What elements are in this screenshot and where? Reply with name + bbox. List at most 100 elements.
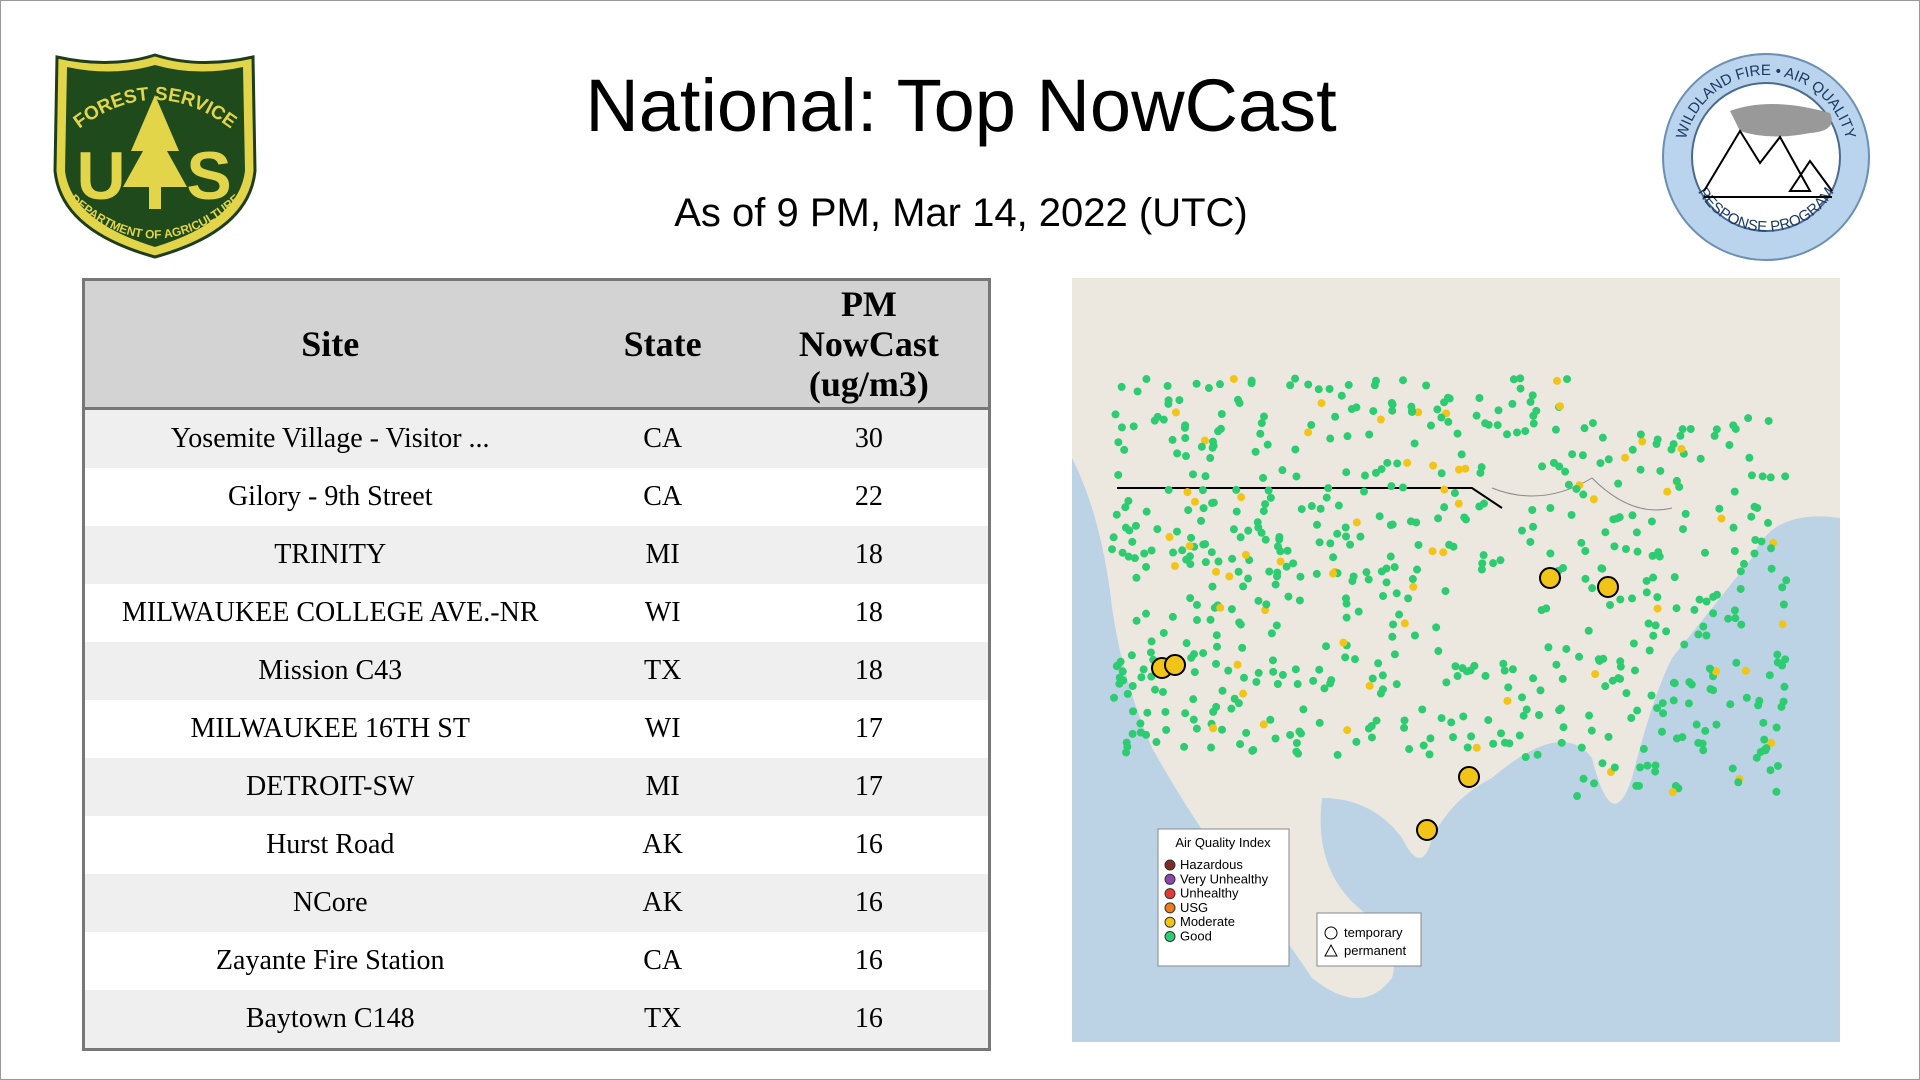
- site-dot: [1229, 374, 1238, 383]
- site-dot: [1356, 532, 1365, 541]
- site-dot: [1346, 540, 1355, 549]
- site-dot: [1657, 727, 1666, 736]
- site-dot: [1453, 672, 1462, 681]
- site-dot: [1426, 421, 1435, 430]
- site-dot: [1539, 567, 1561, 589]
- site-dot: [1651, 761, 1660, 770]
- site-dot: [1216, 603, 1225, 612]
- site-dot: [1450, 489, 1459, 498]
- site-dot: [1632, 528, 1641, 537]
- site-dot: [1728, 764, 1737, 773]
- site-dot: [1263, 440, 1272, 449]
- site-dot: [1414, 540, 1423, 549]
- site-dot: [1214, 427, 1223, 436]
- table-cell: MILWAUKEE COLLEGE AVE.-NR: [121, 597, 539, 628]
- site-dot: [1392, 680, 1401, 689]
- table-cell: CA: [643, 945, 683, 976]
- site-dot: [1377, 567, 1386, 576]
- site-dot: [1587, 726, 1596, 735]
- site-dot: [1437, 469, 1446, 478]
- table-cell: CA: [575, 408, 750, 468]
- site-dot: [1755, 696, 1764, 705]
- site-dot: [1508, 665, 1517, 674]
- site-dot: [1136, 719, 1145, 728]
- site-dot: [1478, 559, 1487, 568]
- site-dot: [1164, 396, 1173, 405]
- site-dot: [1164, 485, 1173, 494]
- site-dot: [1110, 693, 1119, 702]
- site-dot: [1409, 582, 1418, 591]
- site-dot: [1253, 518, 1262, 527]
- site-dot: [1772, 723, 1781, 732]
- site-dot: [1553, 376, 1562, 385]
- table-cell: WI: [644, 597, 681, 628]
- site-dot: [1275, 535, 1284, 544]
- site-dot: [1181, 421, 1190, 430]
- site-dot: [1477, 565, 1486, 574]
- site-dot: [1561, 467, 1570, 476]
- site-dot: [1292, 747, 1301, 756]
- site-dot: [1273, 568, 1282, 577]
- site-dot: [1342, 613, 1351, 622]
- site-dot: [1350, 655, 1359, 664]
- site-dot: [1513, 428, 1522, 437]
- site-dot: [1778, 620, 1787, 629]
- site-dot: [1393, 459, 1402, 468]
- site-dot: [1741, 666, 1750, 675]
- site-dot: [1780, 682, 1789, 691]
- site-dot: [1752, 753, 1761, 762]
- table-row: MILWAUKEE 16TH ST WI 17: [84, 700, 990, 758]
- site-dot: [1283, 546, 1292, 555]
- site-dot: [1633, 706, 1642, 715]
- site-dot: [1367, 733, 1376, 742]
- site-dot: [1291, 665, 1300, 674]
- site-dot: [1781, 472, 1790, 481]
- site-dot: [1162, 725, 1171, 734]
- site-dot: [1234, 699, 1243, 708]
- site-dot: [1399, 376, 1408, 385]
- site-dot: [1150, 416, 1159, 425]
- site-dot: [1629, 639, 1638, 648]
- site-dot: [1327, 676, 1336, 685]
- site-dot: [1633, 547, 1642, 556]
- site-dot: [1653, 593, 1662, 602]
- table-row: NCore AK 16: [83, 874, 990, 932]
- site-dot: [1672, 604, 1681, 613]
- site-dot: [1137, 673, 1146, 682]
- site-dot: [1259, 412, 1268, 421]
- site-dot: [1559, 723, 1568, 732]
- site-dot: [1467, 732, 1476, 741]
- site-dot: [1757, 537, 1766, 546]
- site-dot: [1139, 665, 1148, 674]
- site-dot: [1440, 503, 1449, 512]
- site-dot: [1370, 381, 1379, 390]
- site-dot: [1206, 454, 1215, 463]
- site-dot: [1711, 667, 1720, 676]
- site-dot: [1398, 483, 1407, 492]
- site-dot: [1551, 425, 1560, 434]
- site-dot: [1379, 591, 1388, 600]
- site-dot: [1538, 462, 1547, 471]
- site-dot: [1198, 486, 1207, 495]
- site-dot: [1128, 729, 1137, 738]
- site-dot: [1192, 724, 1201, 733]
- site-dot: [1518, 526, 1527, 535]
- site-dot: [1588, 419, 1597, 428]
- site-dot: [1645, 646, 1654, 655]
- site-dot: [1739, 559, 1748, 568]
- site-dot: [1375, 512, 1384, 521]
- site-dot: [1694, 630, 1703, 639]
- site-dot: [1387, 482, 1396, 491]
- legend-swatch: [1164, 859, 1176, 871]
- site-dot: [1731, 424, 1740, 433]
- site-dot: [1572, 484, 1581, 493]
- site-dot: [1504, 683, 1513, 692]
- site-dot: [1161, 707, 1170, 716]
- table-cell: DETROIT-SW: [83, 758, 576, 816]
- site-dot: [1745, 453, 1754, 462]
- legend-label: Hazardous: [1180, 857, 1243, 872]
- site-dot: [1233, 660, 1242, 669]
- table-row: Hurst Road AK 16: [84, 816, 990, 874]
- site-dot: [1596, 459, 1605, 468]
- table-cell: 16: [749, 874, 990, 932]
